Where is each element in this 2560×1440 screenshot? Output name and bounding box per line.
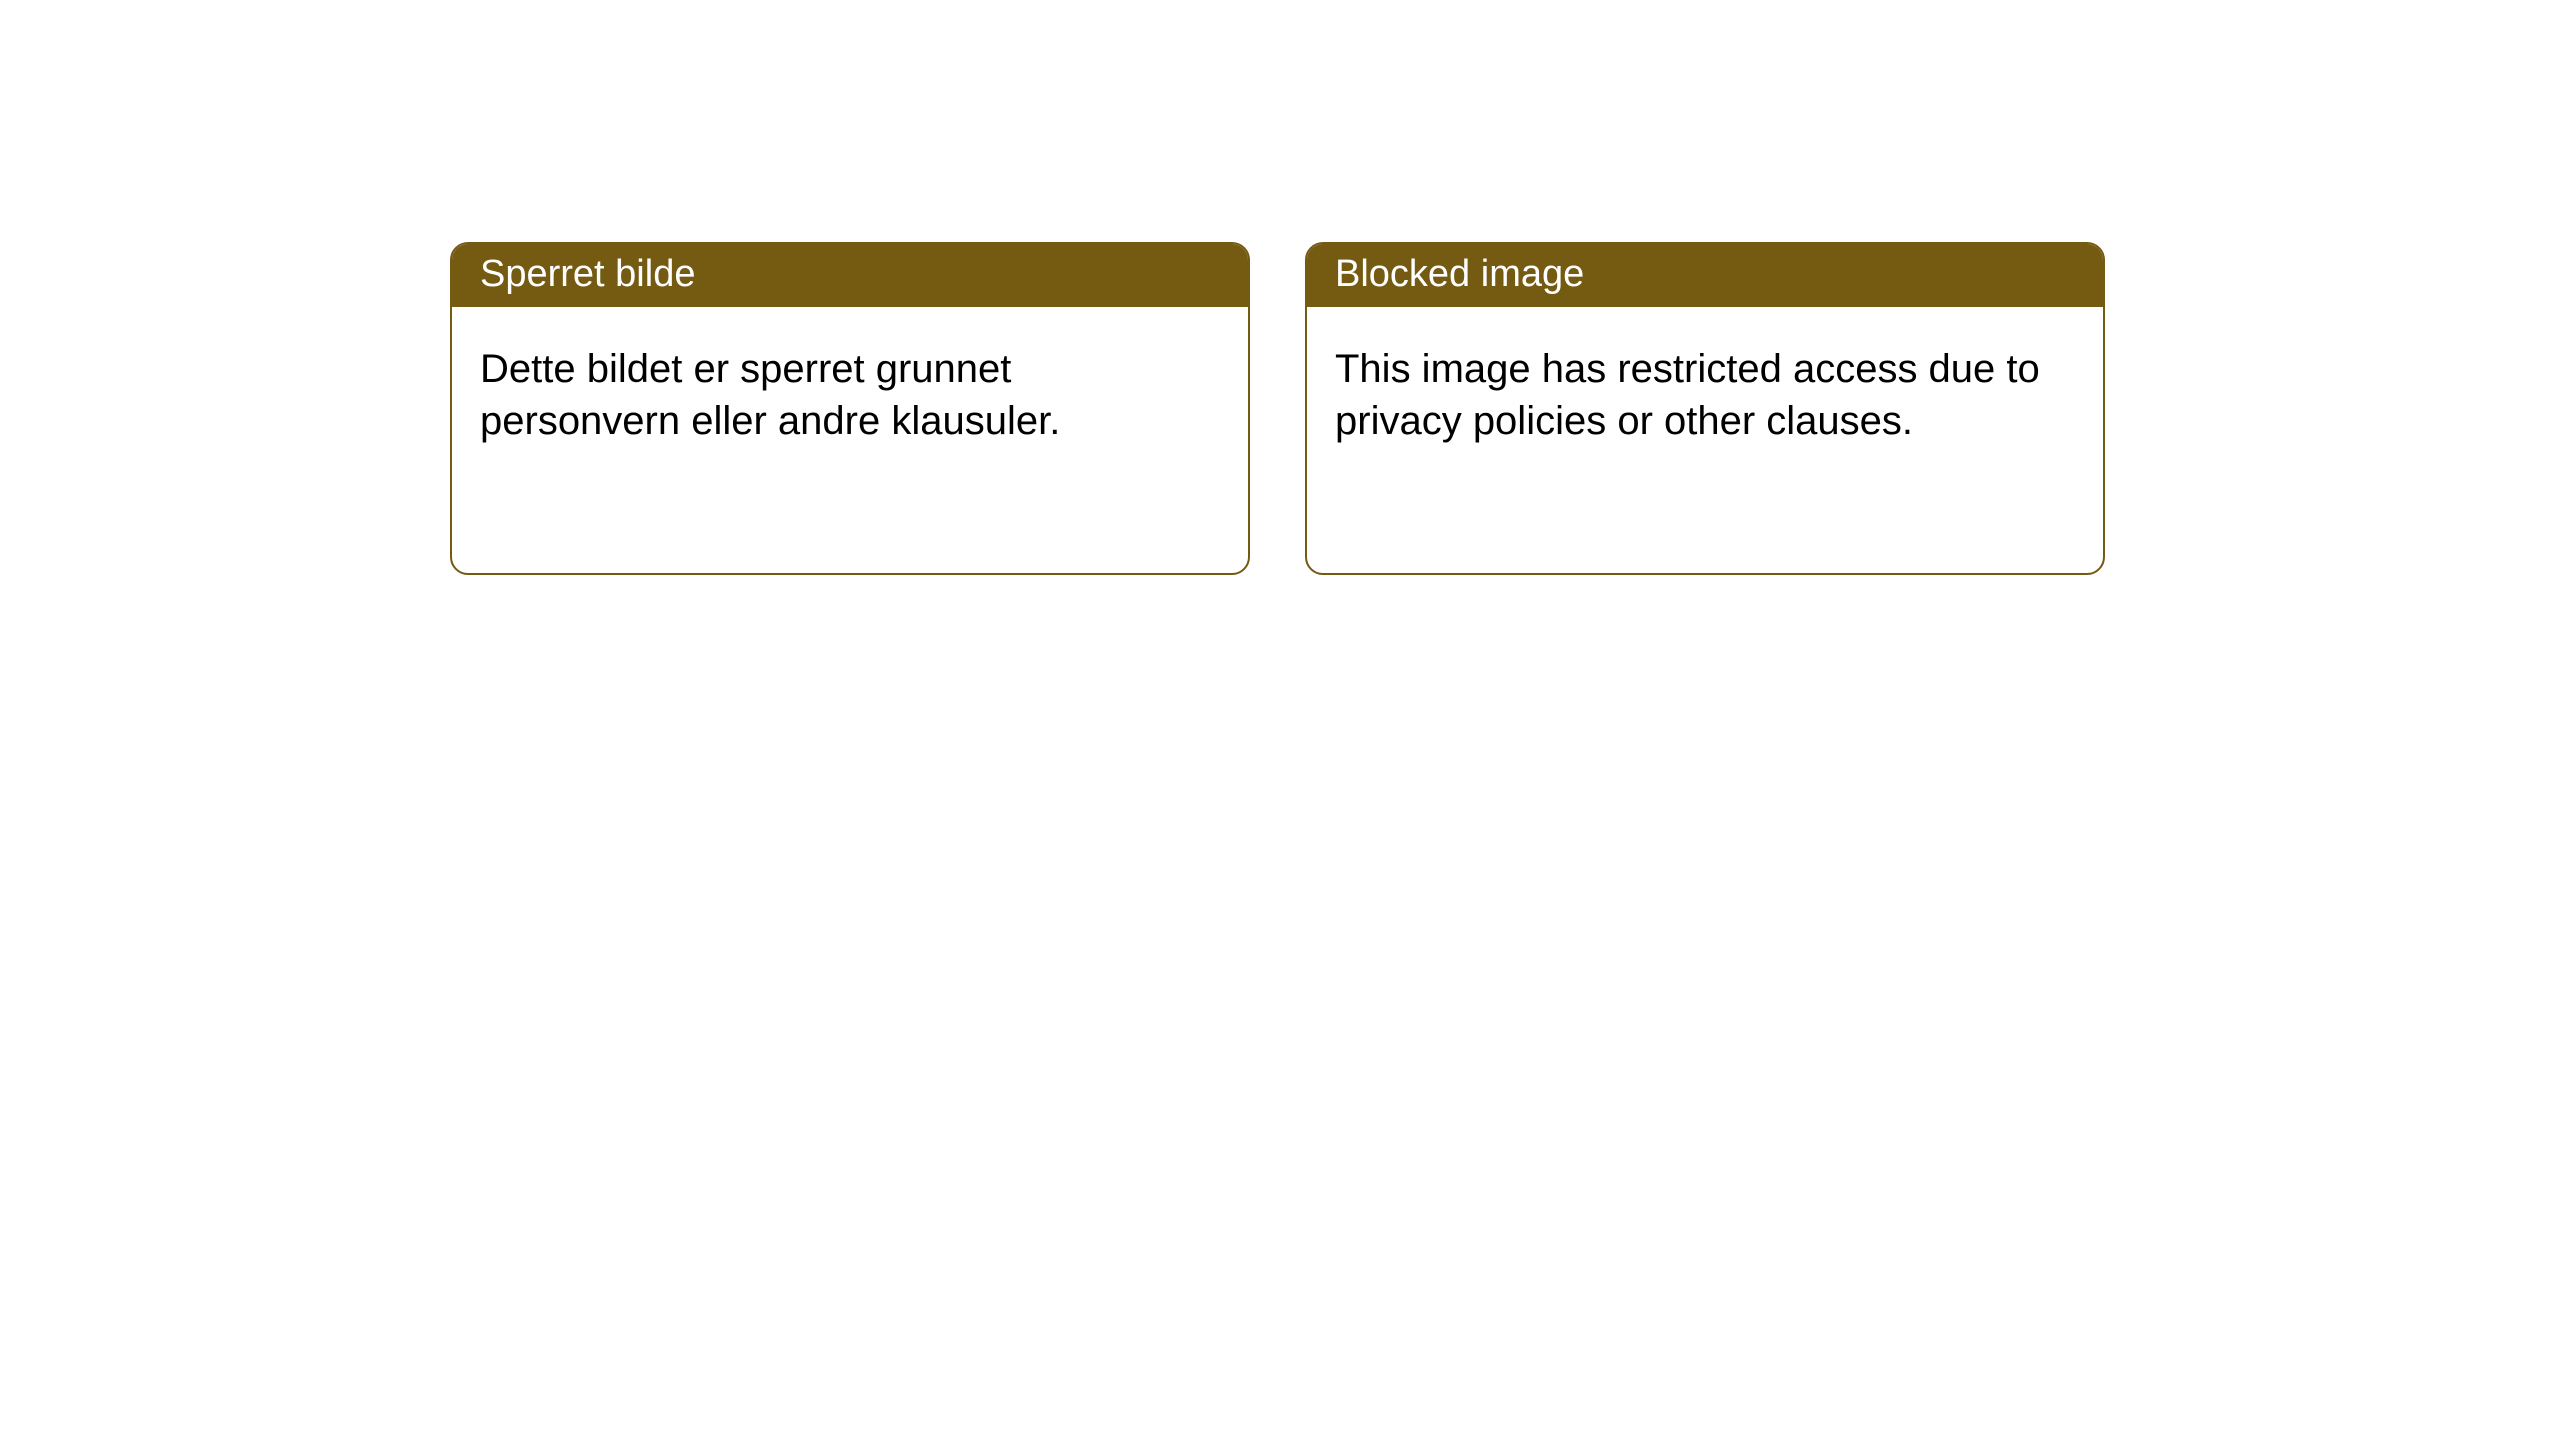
notice-body: This image has restricted access due to … — [1307, 307, 2103, 483]
notice-box-norwegian: Sperret bilde Dette bildet er sperret gr… — [450, 242, 1250, 575]
notice-box-english: Blocked image This image has restricted … — [1305, 242, 2105, 575]
notice-header: Sperret bilde — [452, 244, 1248, 307]
notice-body: Dette bildet er sperret grunnet personve… — [452, 307, 1248, 483]
notice-container: Sperret bilde Dette bildet er sperret gr… — [0, 0, 2560, 575]
notice-header: Blocked image — [1307, 244, 2103, 307]
